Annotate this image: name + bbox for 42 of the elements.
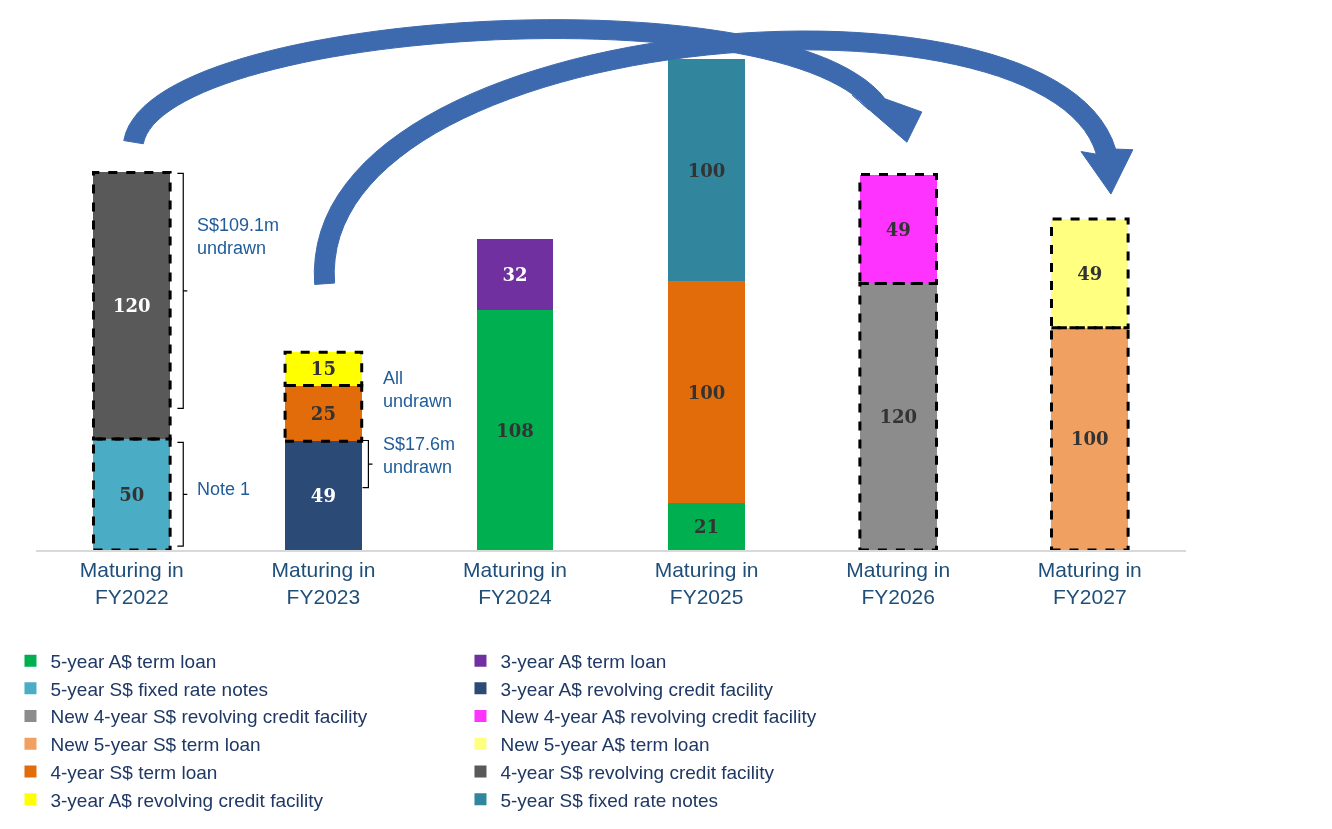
data-label: 100 [687,159,726,181]
data-label: 50 [119,483,145,505]
bar [668,281,745,504]
data-label: 120 [113,295,151,317]
bar [476,310,554,550]
data-label: 21 [694,516,720,538]
x-tick-label: Maturing in FY2023 [271,557,376,609]
x-tick-label: Maturing in FY2025 [654,557,759,609]
annotation: S$17.6m undrawn [383,434,456,478]
legend-label: 5-year A$ term loan [50,651,217,673]
data-label: 49 [310,485,336,507]
legend-label: New 4-year A$ revolving credit facility [500,706,817,728]
data-label: 100 [1071,428,1109,450]
annotation: All undrawn [383,368,453,412]
data-label: 25 [310,402,336,424]
annotation: Note 1 [197,479,251,499]
legend-label: New 5-year A$ term loan [500,734,710,756]
legend-label: 3-year A$ revolving credit facility [50,789,324,811]
legend-label: 4-year S$ revolving credit facility [500,761,775,783]
data-label: 32 [502,264,528,286]
legend-label: New 4-year S$ revolving credit facility [50,706,368,728]
legend-label: New 5-year S$ term loan [50,734,261,756]
legend-label: 4-year S$ term loan [50,761,218,783]
bar [285,441,362,550]
bar [668,503,745,550]
legend-label: 5-year S$ fixed rate notes [50,678,269,700]
annotation: S$109.1m undrawn [197,215,280,259]
x-tick-label: Maturing in FY2024 [463,557,567,609]
data-label: 120 [879,406,917,428]
data-label: 108 [496,419,534,441]
data-label: 100 [687,381,726,403]
x-tick-label: Maturing in FY2027 [1037,557,1142,609]
data-label: 15 [310,358,336,380]
bar [668,59,745,282]
bar [476,239,554,311]
legend-label: 3-year A$ term loan [500,651,667,673]
data-label: 49 [1077,262,1103,284]
legend-label: 3-year A$ revolving credit facility [500,678,774,700]
x-tick-label: Maturing in FY2022 [79,557,184,609]
data-label: 49 [885,218,911,240]
x-tick-label: Maturing in FY2026 [846,557,951,609]
legend-label: 5-year S$ fixed rate notes [500,789,719,811]
